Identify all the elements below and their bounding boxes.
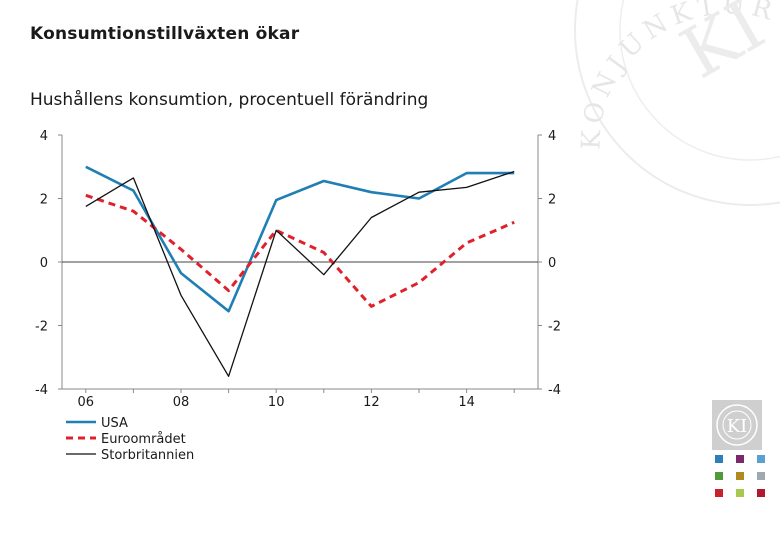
- series-line-usa: [85, 165, 515, 313]
- slide-title: Konsumtionstillväxten ökar: [30, 24, 300, 44]
- palette-swatch: [736, 472, 744, 480]
- y-tick-label-right: 2: [548, 193, 556, 208]
- x-tick-label: 06: [78, 395, 95, 410]
- x-tick-label: 08: [173, 395, 190, 410]
- series-line-storbritannien: [85, 170, 515, 377]
- x-tick-label: 14: [458, 395, 475, 410]
- y-tick-label-left: 0: [40, 256, 48, 271]
- palette-swatch: [736, 455, 744, 463]
- palette-swatch: [715, 489, 723, 497]
- palette-swatch: [757, 472, 765, 480]
- ki-logo-icon: KI: [712, 400, 762, 450]
- x-tick-label: 12: [363, 395, 380, 410]
- watermark-seal-icon: KONJUNKTURINSTITUTET KI: [560, 0, 780, 206]
- x-tick-label: 10: [268, 395, 285, 410]
- palette-swatch: [715, 472, 723, 480]
- chart-subtitle: Hushållens konsumtion, procentuell förän…: [30, 90, 429, 110]
- y-tick-label-right: 0: [548, 256, 556, 271]
- y-tick-label-right: -2: [548, 320, 561, 335]
- palette-swatch: [736, 489, 744, 497]
- palette-swatch: [757, 489, 765, 497]
- axis-ticks: -4 -4 -2 -2 0 0 2 2 4 4 06 08 10 12 14: [35, 129, 561, 410]
- series-lines: [85, 165, 515, 377]
- legend-label-storbritannien: Storbritannien: [101, 448, 194, 463]
- y-tick-label-right: -4: [548, 383, 561, 398]
- y-tick-label-left: 2: [40, 193, 48, 208]
- palette-swatch: [715, 455, 723, 463]
- y-tick-label-left: -2: [35, 320, 48, 335]
- y-tick-label-left: 4: [40, 129, 48, 144]
- series-line-euroområdet: [85, 193, 515, 308]
- legend-label-euroområdet: Euroområdet: [101, 432, 186, 447]
- y-tick-label-right: 4: [548, 129, 556, 144]
- legend-label-usa: USA: [101, 416, 128, 431]
- y-tick-label-left: -4: [35, 383, 48, 398]
- palette-swatch: [757, 455, 765, 463]
- ki-logo-monogram: KI: [727, 416, 748, 437]
